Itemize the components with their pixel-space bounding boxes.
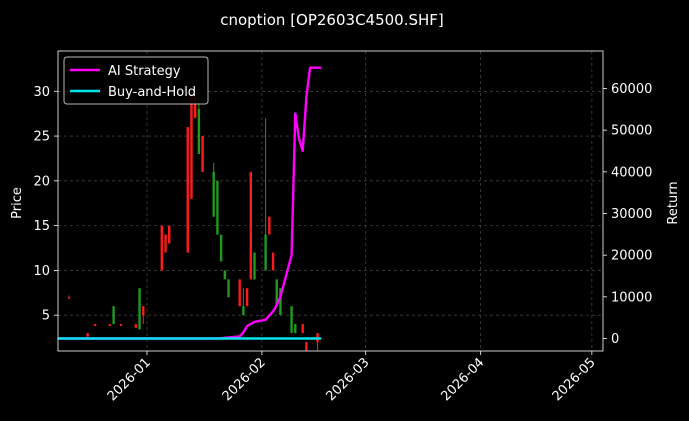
candle-body <box>193 91 197 119</box>
candle-body <box>112 306 115 325</box>
candle-body <box>142 306 145 316</box>
y2-tick-label: 0 <box>611 332 619 347</box>
legend: AI Strategy Buy-and-Hold <box>63 56 209 105</box>
candle-body <box>219 234 223 262</box>
candle-body <box>190 91 193 199</box>
candle-body <box>197 109 201 154</box>
candle-body <box>227 279 230 298</box>
candle-body <box>119 324 123 326</box>
candle-body <box>242 306 245 316</box>
candle-body <box>249 171 252 280</box>
candle-body <box>290 306 293 334</box>
ai-strategy-line <box>58 66 322 340</box>
legend-label-buy-and-hold: Buy-and-Hold <box>108 85 196 100</box>
candle-body <box>138 288 141 330</box>
candle-body <box>301 324 304 334</box>
candle-body <box>294 324 297 334</box>
candle-body <box>275 279 278 307</box>
chart-title: cnoption [OP2603C4500.SHF] <box>220 11 444 29</box>
candle-body <box>253 252 256 280</box>
y2-tick-label: 50000 <box>611 124 652 139</box>
candle-body <box>271 252 275 271</box>
y-tick-label: 5 <box>42 309 50 324</box>
y-tick-label: 30 <box>33 85 50 100</box>
candle-body <box>186 127 189 253</box>
candle-body <box>108 324 112 326</box>
line-layer <box>58 66 322 340</box>
candle-body <box>264 234 267 271</box>
candle-body <box>279 288 282 316</box>
candle-body <box>216 180 219 235</box>
candle-body <box>164 234 167 253</box>
y2-tick-label: 30000 <box>611 207 652 222</box>
y2-tick-label: 60000 <box>611 82 652 97</box>
y-tick-label: 25 <box>33 130 50 145</box>
candle-body <box>201 136 204 172</box>
y2-tick-label: 10000 <box>611 290 652 305</box>
y-tick-label: 10 <box>33 264 50 279</box>
y2-tick-label: 40000 <box>611 165 652 180</box>
candle-body <box>93 324 97 326</box>
candle-body <box>168 225 171 244</box>
candle-body <box>305 342 308 351</box>
candle-layer <box>67 91 319 351</box>
candle-body <box>245 288 249 307</box>
y2-tick-label: 20000 <box>611 249 652 264</box>
candle-body <box>212 171 215 217</box>
candle-body <box>67 297 71 299</box>
y2-axis-label: Return <box>666 181 681 224</box>
y-axis-label: Price <box>10 187 25 219</box>
candle-body <box>86 333 89 337</box>
candle-body <box>238 279 241 307</box>
candle-body <box>160 225 164 271</box>
y-tick-label: 20 <box>33 174 50 189</box>
candle-body <box>268 216 271 235</box>
legend-label-ai-strategy: AI Strategy <box>108 64 181 79</box>
candle-body <box>134 324 138 328</box>
candle-body <box>223 270 227 280</box>
y-tick-label: 15 <box>33 219 50 234</box>
plot-frame <box>57 50 604 352</box>
